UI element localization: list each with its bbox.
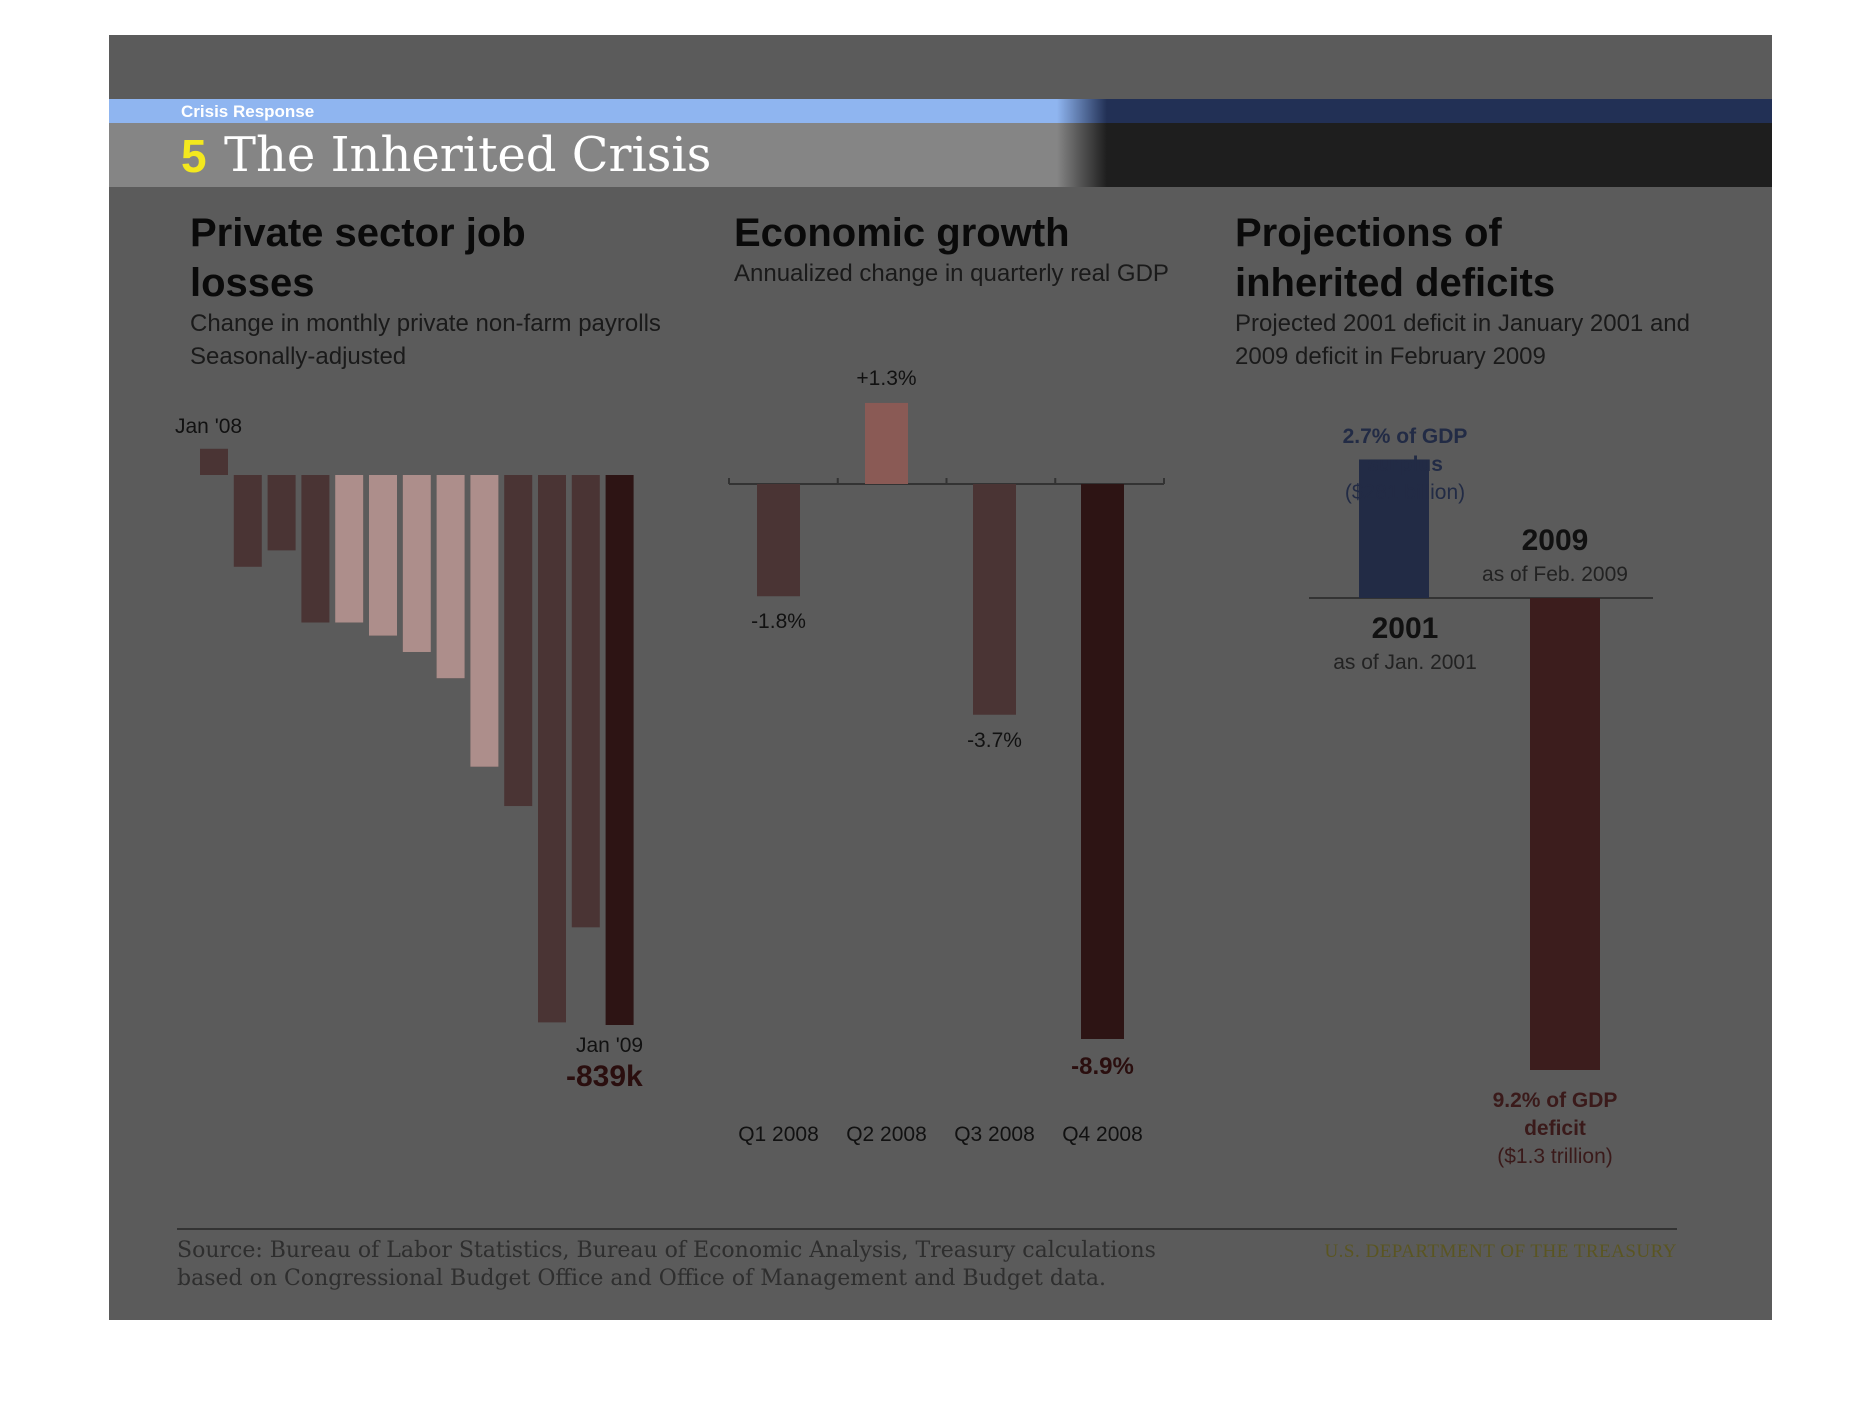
jobs-title-line2: losses: [190, 261, 315, 305]
jobs-bar: [267, 475, 296, 551]
gdp-bar: [757, 484, 800, 597]
asof-2009-label: as of Feb. 2009: [1482, 563, 1628, 586]
surplus-label-line2: surplus: [1367, 453, 1443, 476]
source-line1: Source: Bureau of Labor Statistics, Bure…: [177, 1238, 1156, 1263]
deficits-title-line2: inherited deficits: [1235, 261, 1556, 305]
deficit-label-line1: 9.2% of GDP: [1492, 1089, 1618, 1112]
deficit-amount: ($1.3 trillion): [1497, 1145, 1613, 1168]
jobs-bar: [301, 475, 330, 623]
jobs-bar-highlight: [436, 475, 465, 679]
jobs-bar: [233, 475, 262, 567]
agency-logo-text: U.S. DEPARTMENT OF THE TREASURY: [1324, 1241, 1677, 1262]
slide-title: The Inherited Crisis: [224, 127, 712, 183]
year-2009-label: 2009: [1521, 524, 1589, 557]
gdp-value-label: -3.7%: [967, 728, 1022, 752]
jobs-bar: [200, 448, 228, 475]
gdp-category-label: Q4 2008: [1062, 1123, 1143, 1146]
charts-canvas: [200, 402, 1653, 1070]
footer-rule: [177, 1228, 1677, 1230]
section-bar: [109, 99, 1772, 123]
asof-2001-label: as of Jan. 2001: [1333, 651, 1477, 674]
gdp-category-label: Q2 2008: [846, 1123, 927, 1146]
jobs-bar: [504, 475, 533, 807]
surplus-amount: ($281 billion): [1344, 481, 1466, 504]
jobs-subtitle-line1: Change in monthly private non-farm payro…: [190, 310, 661, 337]
gdp-bar: [865, 402, 908, 484]
jobs-subtitle-line2: Seasonally-adjusted: [190, 343, 407, 370]
gdp-value-label: -1.8%: [751, 610, 806, 634]
jobs-bar-highlight: [470, 475, 499, 767]
source-line2: based on Congressional Budget Office and…: [177, 1266, 1106, 1291]
surplus-label-line1: 2.7% of GDP: [1342, 425, 1468, 448]
surplus-bar-2001: [1359, 459, 1429, 598]
jobs-bar-highlight: [402, 475, 431, 652]
jobs-end-label: Jan '09: [576, 1034, 644, 1057]
jobs-bar-highlight: [369, 475, 397, 636]
jobs-title-line1: Private sector job: [190, 211, 526, 255]
gdp-bar: [1081, 484, 1124, 1039]
source-note: Source: Bureau of Labor Statistics, Bure…: [177, 1237, 1177, 1293]
jobs-bar: [605, 475, 634, 1025]
gdp-subtitle: Annualized change in quarterly real GDP: [734, 260, 1169, 287]
deficit-bar-2009: [1530, 598, 1600, 1070]
gdp-category-label: Q3 2008: [954, 1123, 1035, 1146]
gdp-title: Economic growth: [734, 211, 1070, 255]
deficits-subtitle-line2: 2009 deficit in February 2009: [1235, 343, 1546, 370]
slide-number: 5: [181, 130, 207, 182]
gdp-value-label: +1.3%: [856, 366, 917, 390]
gdp-category-label: Q1 2008: [738, 1123, 819, 1146]
gdp-bar: [973, 484, 1016, 715]
slide: Crisis Response 5 The Inherited Crisis P…: [109, 35, 1772, 1320]
gdp-value-label: -8.9%: [1071, 1053, 1134, 1080]
deficits-title-line1: Projections of: [1235, 211, 1502, 255]
jobs-start-label: Jan '08: [175, 415, 243, 438]
deficits-subtitle-line1: Projected 2001 deficit in January 2001 a…: [1235, 310, 1690, 337]
jobs-bar: [571, 475, 600, 928]
year-2001-label: 2001: [1371, 612, 1439, 645]
deficit-label-line2: deficit: [1524, 1117, 1586, 1140]
jobs-end-value: -839k: [566, 1060, 643, 1093]
jobs-bar-highlight: [335, 475, 364, 623]
section-label: Crisis Response: [181, 102, 315, 121]
jobs-bar: [538, 475, 566, 1023]
title-bar: [109, 123, 1772, 187]
